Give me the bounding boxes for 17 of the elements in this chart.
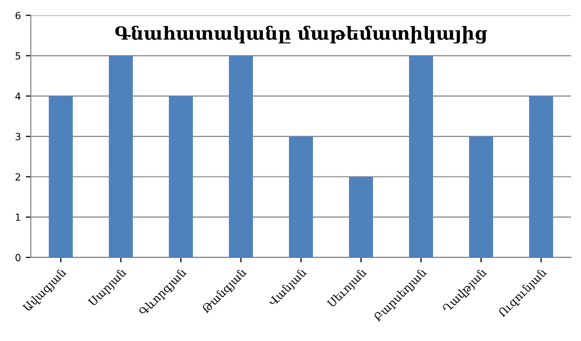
y-tick-label: 3 [16, 132, 20, 140]
bar [48, 96, 73, 258]
bar [409, 56, 434, 258]
y-tick-label: 2 [16, 173, 20, 180]
bar [288, 136, 313, 258]
text: Գնահատականը մաթեմատիկայից [115, 26, 488, 44]
y-tick-label: 0 [16, 254, 20, 262]
bar [529, 96, 554, 258]
bar [469, 136, 494, 258]
bar [108, 56, 133, 258]
bar [168, 96, 193, 258]
y-tick-label: 1 [16, 214, 20, 221]
y-tick-label: 4 [15, 92, 21, 100]
bar [348, 176, 373, 258]
bar [228, 56, 253, 258]
y-tick-label: 5 [16, 52, 20, 60]
y-tick-label: 6 [16, 12, 20, 20]
